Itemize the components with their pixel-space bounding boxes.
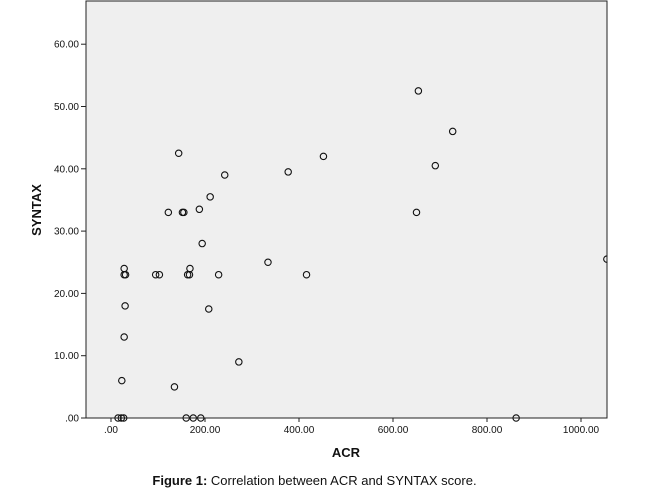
x-tick-label: 200.00 [190,425,221,436]
x-tick-label: 600.00 [378,425,409,436]
data-point [186,264,194,273]
x-axis: .00 200.00 400.00 600.00 800.00 1000.00 [104,418,600,436]
data-point [512,414,520,422]
data-point [448,127,457,136]
y-tick-label: .00 [65,414,79,425]
data-point [302,270,311,279]
y-tick-label: 30.00 [54,227,79,238]
data-point [197,414,205,422]
data-point [117,414,126,422]
x-tick-label: .00 [104,425,118,436]
data-point [121,302,129,310]
data-point [220,171,229,179]
data-point [170,383,179,391]
data-point [414,87,423,95]
data-point [182,414,190,422]
data-point [180,208,188,217]
data-point [198,239,206,248]
data-point [214,270,223,279]
y-tick-label: 60.00 [54,40,79,51]
data-point [164,208,173,217]
data-point [119,414,128,422]
data-point [151,270,160,279]
data-point [206,193,214,201]
data-point [195,205,204,214]
y-tick-label: 20.00 [54,289,79,300]
plot-area [85,0,608,419]
figure-caption: Figure 1: Correlation between ACR and SY… [0,473,629,488]
data-point [264,258,272,266]
data-point [155,270,164,279]
data-point [189,414,198,422]
data-point [235,358,243,366]
y-tick-label: 10.00 [54,351,79,362]
scatter-chart: .00 200.00 400.00 600.00 800.00 1000.00 .00 10… [29,0,608,460]
data-point [174,149,183,157]
x-tick-label: 1000.00 [563,425,600,436]
data-point [412,208,421,217]
data-point [205,305,213,313]
data-point [319,152,328,161]
x-tick-label: 400.00 [284,425,315,436]
data-point [284,168,292,176]
x-tick-label: 800.00 [472,425,503,436]
data-point [603,255,608,263]
caption-text: Correlation between ACR and SYNTAX score… [210,473,477,488]
y-tick-label: 40.00 [54,164,79,175]
x-axis-label: ACR [332,445,361,460]
y-axis-label: SYNTAX [29,184,44,236]
y-tick-label: 50.00 [54,102,79,113]
y-axis: .00 10.00 20.00 30.00 40.00 50.00 60.00 [54,40,86,425]
data-point [120,333,128,341]
data-point [431,161,440,170]
data-point [120,264,128,273]
data-points [114,87,608,422]
caption-label: Figure 1: [152,473,208,488]
data-point [118,376,126,385]
data-point [114,414,122,422]
